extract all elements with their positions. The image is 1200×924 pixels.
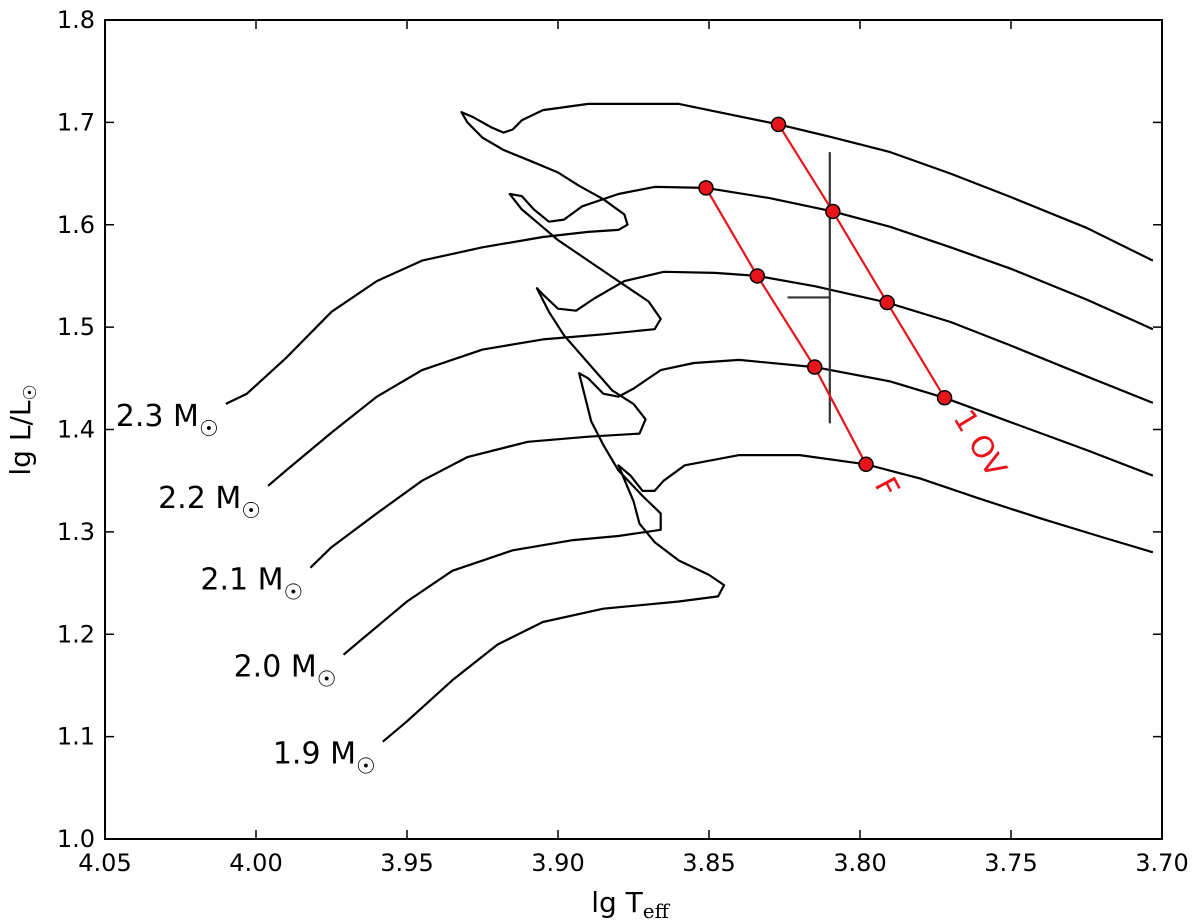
solar-symbol: ☉	[356, 755, 376, 780]
mode-point	[936, 390, 953, 406]
track-label-3: 2.0 M☉	[234, 650, 337, 693]
track-line-1	[267, 185, 1154, 487]
track-line-3	[342, 358, 1154, 656]
x-tick-label: 3.80	[833, 849, 886, 877]
mode-point	[698, 180, 714, 196]
x-axis-label: lg Teff	[591, 886, 670, 923]
y-tick-label: 1.4	[57, 416, 95, 444]
x-tick-label: 4.00	[229, 849, 282, 877]
x-tick-label: 3.75	[984, 849, 1037, 877]
plot-border	[104, 19, 1163, 840]
mode-label-0: F	[867, 472, 906, 504]
error-bar-cross	[787, 152, 831, 424]
mode-point	[879, 294, 895, 311]
track-line-4	[382, 454, 1154, 743]
evolutionary-tracks	[225, 102, 1154, 743]
y-axis-label: lg L/L☉	[4, 384, 41, 475]
solar-symbol: ☉	[284, 581, 304, 606]
x-tick-label: 3.95	[380, 849, 433, 877]
plot-frame	[104, 19, 1163, 840]
solar-symbol: ☉	[241, 499, 261, 524]
x-tick-label: 3.70	[1135, 849, 1188, 877]
pulsation-mode-lines: F 1 OV	[698, 116, 1014, 504]
y-tick-label: 1.6	[57, 211, 95, 239]
y-tick-label: 1.8	[57, 6, 95, 34]
y-tick-label: 1.1	[57, 723, 95, 751]
track-label-2: 2.1 M☉	[200, 563, 303, 606]
x-tick-label: 3.90	[531, 849, 584, 877]
solar-symbol: ☉	[317, 668, 337, 693]
mode-point	[749, 268, 766, 284]
y-tick-label: 1.7	[57, 108, 95, 136]
y-tick-label: 1.0	[57, 825, 95, 853]
x-tick-label: 4.05	[78, 849, 131, 877]
mode-line-1	[777, 123, 946, 399]
y-tick-label: 1.5	[57, 313, 95, 341]
mode-point	[806, 359, 823, 375]
mode-point	[858, 456, 874, 473]
track-labels: 2.3 M☉ 2.2 M☉ 2.1 M☉ 2.0 M☉ 1.9 M☉	[116, 399, 376, 780]
mode-label-1: 1 OV	[946, 404, 1014, 484]
solar-symbol: ☉	[199, 417, 219, 442]
track-label-4: 1.9 M☉	[273, 737, 376, 780]
mode-line-0	[705, 187, 867, 465]
y-tick-label: 1.3	[57, 518, 95, 546]
track-line-0	[225, 102, 1154, 405]
y-tick-label: 1.2	[57, 620, 95, 648]
mode-point	[770, 116, 787, 133]
track-label-0: 2.3 M☉	[116, 399, 219, 442]
track-label-1: 2.2 M☉	[158, 481, 261, 524]
axis-ticks: 4.05 4.00 3.95 3.90 3.85 3.80 3.75 3.70 1.0 1.1 1.…	[57, 6, 1189, 877]
mode-point	[825, 203, 841, 220]
x-tick-label: 3.85	[682, 849, 735, 877]
track-line-2	[309, 270, 1154, 569]
